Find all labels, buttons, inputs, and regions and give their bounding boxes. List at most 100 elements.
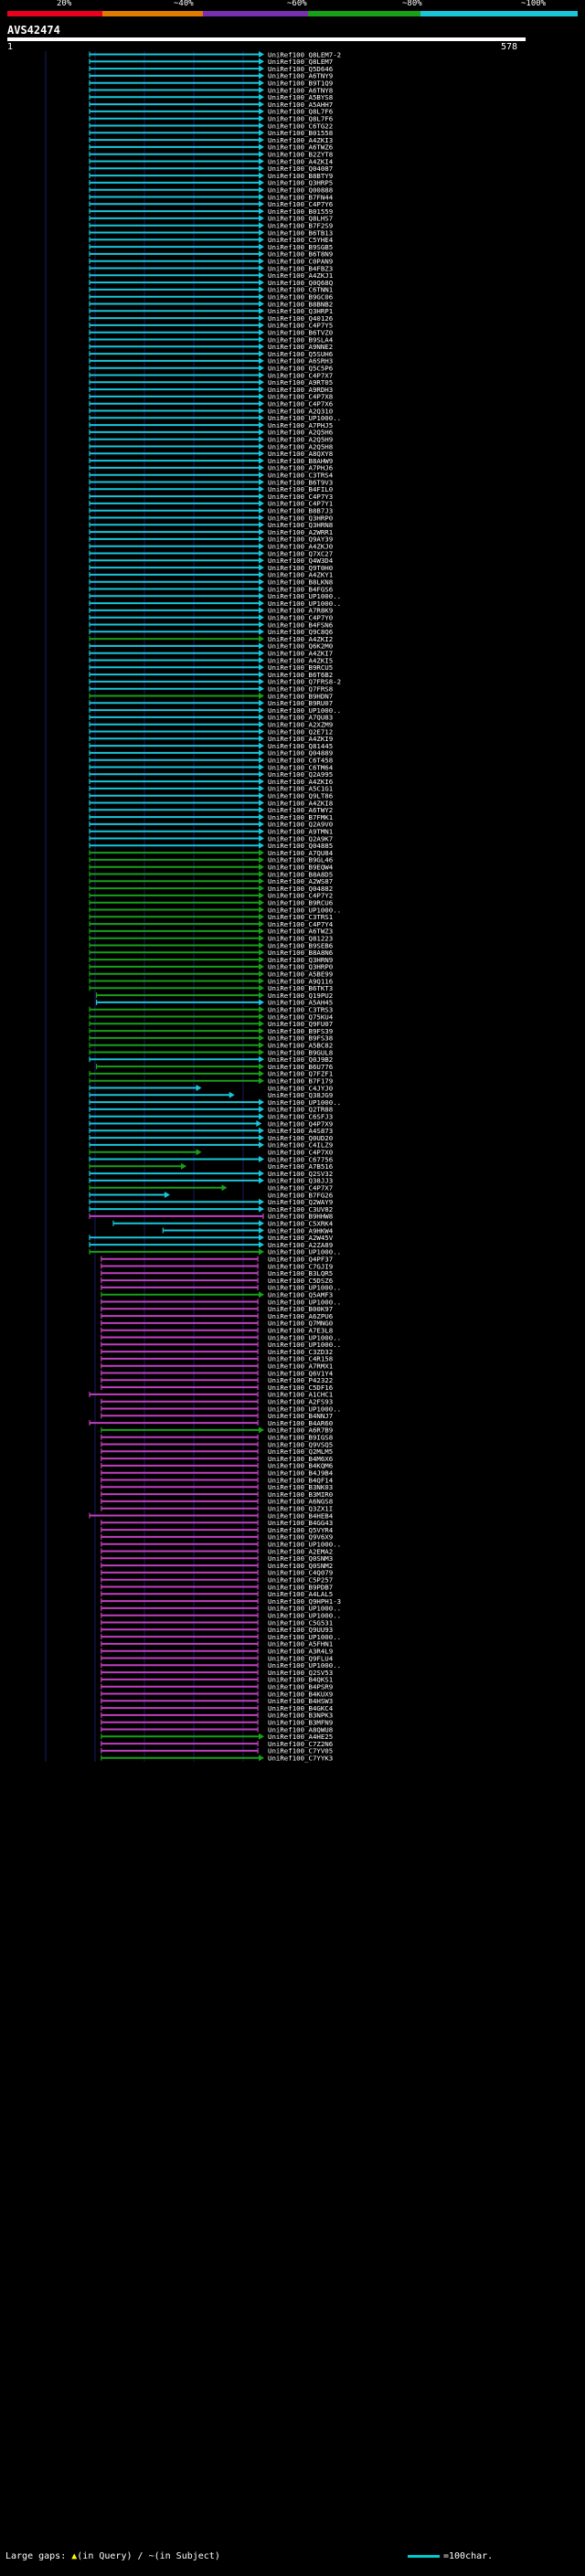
hit-label[interactable]: UniRef100_A5FHN1	[268, 1640, 333, 1648]
hit-row[interactable]: UniRef100_A9HKW4	[162, 1226, 334, 1235]
hit-label[interactable]: UniRef100_A6TWY2	[268, 806, 333, 814]
hit-row[interactable]: UniRef100_A4ZKI8	[89, 799, 333, 807]
hit-row[interactable]: UniRef100_C4P7Y1	[89, 500, 333, 508]
hit-row[interactable]: UniRef100_Q19PU2	[95, 991, 334, 1000]
hit-label[interactable]: UniRef100_A2Q5H9	[268, 436, 333, 444]
hit-label[interactable]: UniRef100_Q3HRP0	[268, 514, 333, 522]
hit-label[interactable]: UniRef100_B00K97	[268, 1305, 333, 1313]
hit-label[interactable]: UniRef100_A7RMX1	[268, 1362, 333, 1371]
hit-row[interactable]: UniRef100_B7FG26	[89, 1191, 333, 1199]
hit-label[interactable]: UniRef100_A4ZKI2	[268, 635, 333, 643]
hit-row[interactable]: UniRef100_B9IGS8	[101, 1434, 333, 1442]
hit-label[interactable]: UniRef100_C6TM64	[268, 763, 334, 771]
hit-row[interactable]: UniRef100_A7PHJ5	[89, 421, 333, 429]
hit-label[interactable]: UniRef100_Q0SNM2	[268, 1562, 333, 1570]
hit-label[interactable]: UniRef100_B6TKT3	[268, 984, 333, 992]
hit-label[interactable]: UniRef100_Q2A9K7	[268, 834, 333, 843]
hit-label[interactable]: UniRef100_C5DF16	[268, 1383, 333, 1392]
hit-row[interactable]: UniRef100_C4P7X6	[89, 400, 333, 408]
hit-label[interactable]: UniRef100_Q2WAY9	[268, 1198, 333, 1206]
hit-row[interactable]: UniRef100_B9SEB6	[89, 941, 333, 949]
hit-label[interactable]: UniRef100_B7FMK1	[268, 813, 333, 822]
hit-label[interactable]: UniRef100_Q2E712	[268, 727, 333, 736]
hit-label[interactable]: UniRef100_A6TNY9	[268, 72, 333, 80]
hit-row[interactable]: UniRef100_C4JYJ0	[89, 1084, 333, 1092]
hit-row[interactable]: UniRef100_B7F179	[89, 1077, 333, 1086]
hit-label[interactable]: UniRef100_B01559	[268, 207, 333, 216]
hit-row[interactable]: UniRef100_Q04885	[89, 842, 333, 850]
hit-row[interactable]: UniRef100_A4ZKI3	[89, 136, 333, 144]
hit-row[interactable]: UniRef100_A2Q5H8	[89, 442, 333, 451]
hit-label[interactable]: UniRef100_Q7FRS8-2	[268, 678, 341, 686]
hit-label[interactable]: UniRef100_Q8L7F6	[268, 115, 333, 123]
hit-row[interactable]: UniRef100_B4FSN6	[89, 620, 333, 629]
hit-row[interactable]: UniRef100_UP1000..	[101, 1405, 341, 1413]
hit-row[interactable]: UniRef100_B2ZYT8	[89, 151, 333, 159]
hit-row[interactable]: UniRef100_B4QF14	[101, 1476, 334, 1484]
hit-label[interactable]: UniRef100_Q8L7F6	[268, 108, 333, 116]
hit-row[interactable]: UniRef100_B01559	[89, 207, 333, 216]
hit-label[interactable]: UniRef100_A2WS87	[268, 877, 333, 885]
hit-row[interactable]: UniRef100_A6TWZ3	[89, 928, 333, 936]
hit-label[interactable]: UniRef100_A4ZKJ0	[268, 543, 333, 551]
hit-label[interactable]: UniRef100_A8QXY8	[268, 450, 333, 458]
hit-row[interactable]: UniRef100_A6TNY8	[89, 86, 333, 94]
hit-label[interactable]: UniRef100_B4AR60	[268, 1419, 333, 1427]
hit-label[interactable]: UniRef100_Q5SUH6	[268, 350, 333, 358]
hit-label[interactable]: UniRef100_C5DSZ6	[268, 1277, 333, 1285]
hit-label[interactable]: UniRef100_A6ZPU6	[268, 1312, 333, 1320]
hit-row[interactable]: UniRef100_Q04882	[89, 885, 333, 893]
hit-row[interactable]: UniRef100_Q38JJ3	[89, 1177, 333, 1185]
hit-label[interactable]: UniRef100_Q9FLU4	[268, 1654, 334, 1662]
hit-label[interactable]: UniRef100_B4GKC4	[268, 1704, 334, 1712]
hit-row[interactable]: UniRef100_A4ZKI2	[89, 635, 333, 643]
hit-row[interactable]: UniRef100_Q3HRP0	[89, 514, 333, 522]
hit-label[interactable]: UniRef100_C3TRS3	[268, 1006, 333, 1014]
hit-label[interactable]: UniRef100_B9RCU6	[268, 899, 333, 907]
hit-row[interactable]: UniRef100_B6U776	[95, 1063, 334, 1071]
hit-row[interactable]: UniRef100_Q0J9B2	[89, 1055, 333, 1064]
hit-row[interactable]: UniRef100_A2WRR1	[89, 528, 333, 536]
hit-row[interactable]: UniRef100_A8QXY8	[89, 450, 333, 458]
hit-row[interactable]: UniRef100_C0PAN9	[89, 258, 333, 266]
hit-row[interactable]: UniRef100_C4P7Y4	[89, 920, 334, 928]
hit-label[interactable]: UniRef100_C4ILZ9	[268, 1141, 333, 1150]
hit-row[interactable]: UniRef100_B9RCU5	[89, 663, 333, 672]
hit-row[interactable]: UniRef100_A5FHN1	[101, 1640, 333, 1648]
hit-label[interactable]: UniRef100_Q3HRN8	[268, 521, 333, 529]
hit-label[interactable]: UniRef100_B9IGS8	[268, 1434, 333, 1442]
hit-row[interactable]: UniRef100_B9HHW8	[89, 1213, 333, 1221]
hit-label[interactable]: UniRef100_Q3ZX1I	[268, 1505, 333, 1513]
hit-row[interactable]: UniRef100_Q3HRN8	[89, 521, 333, 529]
hit-label[interactable]: UniRef100_A9TMN1	[268, 828, 333, 836]
hit-row[interactable]: UniRef100_Q2TR88	[89, 1106, 333, 1114]
hit-row[interactable]: UniRef100_Q3HRP1	[89, 307, 333, 315]
hit-row[interactable]: UniRef100_A1CHC1	[89, 1391, 333, 1399]
hit-row[interactable]: UniRef100_B9RU07	[89, 699, 333, 707]
hit-row[interactable]: UniRef100_B8BTY9	[89, 172, 333, 180]
hit-label[interactable]: UniRef100_Q4W3D4	[268, 557, 334, 565]
hit-label[interactable]: UniRef100_Q9LT86	[268, 792, 333, 800]
hit-label[interactable]: UniRef100_UP1000..	[268, 1605, 341, 1613]
hit-row[interactable]: UniRef100_Q0UD20	[89, 1134, 333, 1142]
hit-row[interactable]: UniRef100_Q3HRP5	[89, 179, 333, 187]
hit-label[interactable]: UniRef100_Q38JJ3	[268, 1177, 333, 1185]
hit-row[interactable]: UniRef100_C4P7Y5	[89, 322, 333, 330]
hit-row[interactable]: UniRef100_Q04889	[89, 749, 333, 758]
hit-row[interactable]: UniRef100_Q8LHS7	[89, 215, 333, 223]
hit-label[interactable]: UniRef100_B9SGB5	[268, 243, 333, 251]
hit-row[interactable]: UniRef100_B4HSW3	[101, 1697, 333, 1705]
hit-label[interactable]: UniRef100_Q40126	[268, 314, 333, 323]
hit-row[interactable]: UniRef100_Q9VSQ5	[101, 1440, 333, 1448]
hit-label[interactable]: UniRef100_A7PHJ5	[268, 421, 333, 429]
hit-label[interactable]: UniRef100_A5BC82	[268, 1042, 333, 1050]
hit-label[interactable]: UniRef100_C4P7Y6	[268, 200, 333, 208]
hit-row[interactable]: UniRef100_B4KUX9	[101, 1690, 333, 1698]
hit-row[interactable]: UniRef100_B4FIL0	[89, 485, 333, 493]
hit-row[interactable]: UniRef100_UP1000..	[101, 1605, 341, 1613]
hit-row[interactable]: UniRef100_B4J9B4	[101, 1469, 334, 1478]
hit-row[interactable]: UniRef100_A7PHJ6	[89, 464, 333, 472]
hit-row[interactable]: UniRef100_Q4P7X9	[89, 1119, 333, 1128]
hit-label[interactable]: UniRef100_B4GG43	[268, 1519, 333, 1527]
hit-label[interactable]: UniRef100_B4FSN6	[268, 620, 333, 629]
